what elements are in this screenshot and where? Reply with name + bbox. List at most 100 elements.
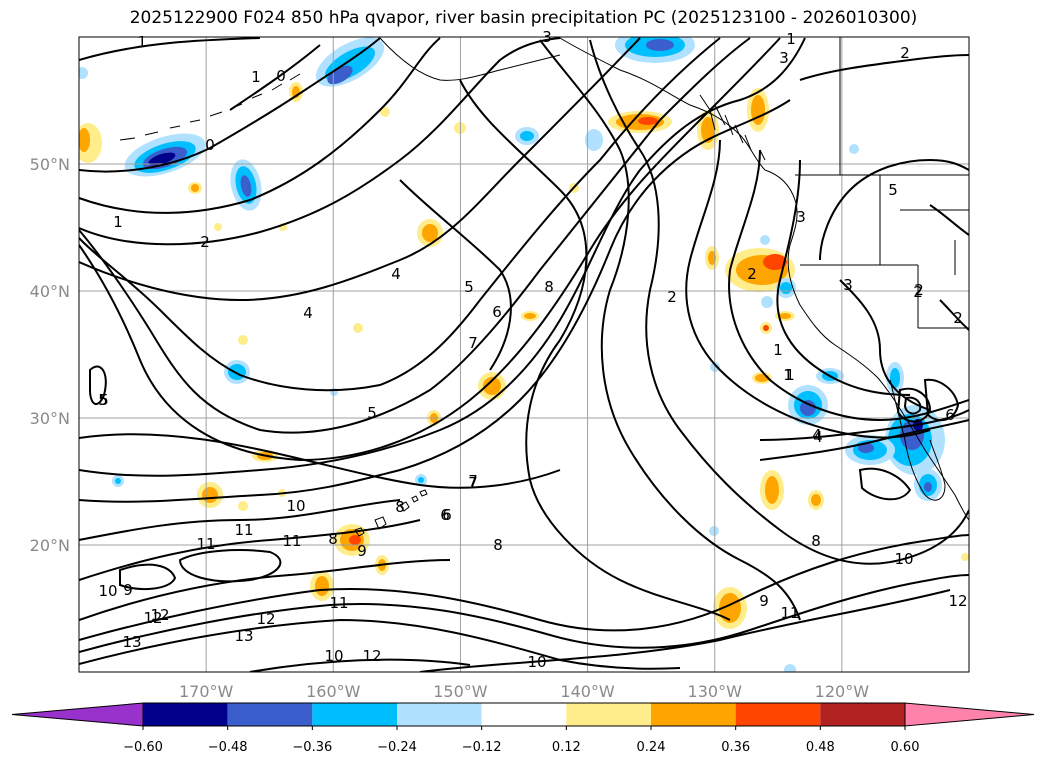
map-frame: [78, 36, 970, 673]
map-title: 2025122900 F024 850 hPa qvapor, river ba…: [129, 8, 918, 28]
contour-label: 3: [796, 208, 806, 226]
latitude-label: 30°N: [30, 409, 70, 428]
positive-anomaly-blob: [760, 322, 772, 334]
positive-anomaly-blob: [697, 110, 719, 150]
latitude-label: 20°N: [30, 536, 70, 555]
contour-label: 8: [544, 278, 554, 296]
contour-label: 3: [843, 276, 853, 294]
colorbar-tick-label: 0.24: [637, 740, 666, 755]
contour-label: 6: [442, 506, 452, 524]
contour-line: [79, 519, 421, 581]
colorbar-tick-label: 0.60: [891, 740, 920, 755]
contour-label: 11: [780, 604, 799, 622]
positive-anomaly-blob: [608, 111, 672, 133]
contour-label: 6: [440, 506, 450, 524]
colorbar-bin: [312, 703, 397, 726]
contour-line: [79, 618, 681, 670]
hawaiian-islands: [354, 489, 428, 537]
colorbar-bin: [397, 703, 482, 726]
contour-label: 1: [113, 213, 123, 231]
contour-line: [89, 365, 107, 405]
contour-label: 12: [256, 610, 275, 628]
contour-label: 1: [773, 341, 783, 359]
contour-label: 0: [205, 136, 215, 154]
contour-label: 10: [98, 582, 117, 600]
contour-label: 7: [468, 472, 478, 490]
contour-label: 9: [357, 542, 367, 560]
contour-line: [858, 467, 912, 501]
colorbar-overflow-triangle: [904, 702, 1035, 727]
contour-label: 8: [395, 498, 405, 516]
longitude-label: 130°W: [688, 682, 743, 701]
contour-label: 10: [527, 653, 546, 671]
contour-line: [903, 396, 922, 415]
contour-label: 12: [150, 606, 169, 624]
colorbar-frame: [142, 702, 906, 727]
contour-label: 2: [913, 283, 923, 301]
qvapor-contours: [79, 37, 969, 672]
contour-label: 10: [324, 647, 343, 665]
contour-label: 5: [464, 278, 474, 296]
contour-label: 0: [276, 67, 286, 85]
positive-anomaly-blob: [197, 482, 223, 508]
coastline: [119, 37, 969, 537]
colorbar-bin: [481, 703, 567, 726]
contour-line: [79, 37, 261, 61]
colorbar-tick-label: −0.60: [123, 740, 163, 755]
colorbar-tick-label: 0.48: [806, 740, 835, 755]
negative-anomaly-blob: [845, 435, 895, 465]
positive-anomaly-blob: [725, 248, 795, 292]
contour-line: [923, 378, 960, 422]
contour-label: 11: [329, 594, 348, 612]
contour-line: [79, 499, 401, 541]
contour-line: [79, 37, 381, 173]
contour-line: [229, 44, 321, 111]
contour-label: 13: [122, 633, 141, 651]
contour-label: 7: [468, 474, 478, 492]
colorbar-tick-label: 0.36: [721, 740, 750, 755]
colorbar-tick-label: −0.24: [377, 740, 417, 755]
contour-label: 2: [200, 233, 210, 251]
contour-label-layer: 11 00123312244568755223211345679101111118…: [98, 28, 967, 671]
contour-label: 4: [303, 304, 313, 322]
colorbar-bin: [227, 703, 313, 726]
contour-line: [419, 589, 951, 672]
colorbar-tick-label: −0.36: [292, 740, 332, 755]
negative-anomaly-blob: [886, 362, 904, 394]
contour-label: 12: [948, 592, 967, 610]
contour-line: [399, 179, 512, 371]
contour-line: [79, 37, 751, 434]
longitude-label: 140°W: [560, 682, 615, 701]
contour-label: 13: [234, 627, 253, 645]
contour-label: 1: [786, 30, 796, 48]
longitude-label: 160°W: [306, 682, 361, 701]
colorbar-tick-label: 0.12: [552, 740, 581, 755]
colorbar-tick-label: −0.48: [208, 740, 248, 755]
contour-line: [685, 139, 931, 439]
contour-line: [79, 433, 561, 489]
positive-anomaly-blob: [713, 587, 747, 629]
contour-label: 4: [391, 265, 401, 283]
contour-line: [539, 39, 801, 621]
contour-label: 12: [362, 647, 381, 665]
contour-label: 5: [367, 404, 377, 422]
colorbar-bin: [735, 703, 821, 726]
latitude-label: 50°N: [30, 155, 70, 174]
positive-anomaly-blob: [705, 246, 719, 270]
contour-line: [79, 574, 969, 653]
map-plot-area: 11 00123312244568755223211345679101111118…: [78, 28, 970, 673]
colorbar-bin: [820, 703, 905, 726]
colorbar-bin: [143, 703, 228, 726]
contour-label: 2: [914, 281, 924, 299]
colorbar-bin: [651, 703, 736, 726]
contour-line: [79, 37, 781, 462]
contour-line: [939, 299, 969, 331]
contour-label: 5: [99, 391, 109, 409]
negative-anomaly-blob: [515, 127, 539, 145]
north-america-coast: [559, 37, 969, 521]
colorbar-underflow-triangle: [11, 702, 144, 727]
contour-label: 3: [779, 49, 789, 67]
contour-line: [776, 159, 911, 396]
contour-label: 8: [328, 530, 338, 548]
